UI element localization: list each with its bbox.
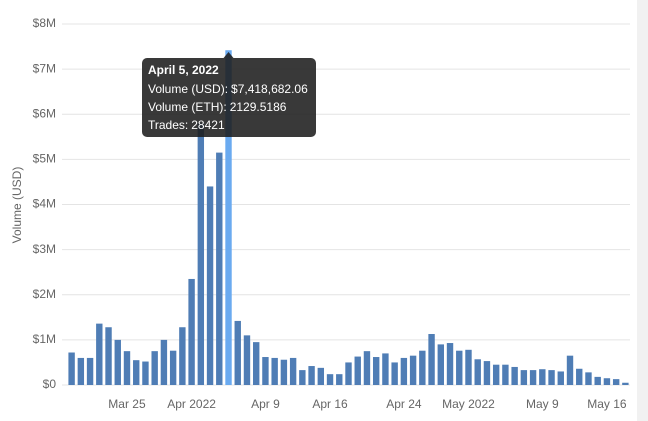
bar xyxy=(77,357,85,385)
bar xyxy=(160,339,168,385)
bar xyxy=(326,374,334,385)
bar xyxy=(363,351,371,385)
bar xyxy=(123,351,131,385)
bar xyxy=(539,369,546,385)
x-tick-label: Apr 24 xyxy=(386,397,422,411)
bar xyxy=(188,278,195,385)
bar xyxy=(197,123,205,386)
tooltip-value: $7,418,682.06 xyxy=(231,82,308,96)
tooltip-label: Volume (USD): xyxy=(148,82,228,96)
bar xyxy=(419,350,426,385)
bar xyxy=(548,370,555,385)
x-tick-label: Apr 2022 xyxy=(167,397,216,411)
bar xyxy=(289,357,297,385)
bar xyxy=(492,364,500,385)
y-tick-label: $4M xyxy=(33,197,56,211)
bar xyxy=(400,357,408,385)
bar xyxy=(68,352,75,385)
bar xyxy=(299,370,306,385)
y-tick-label: $1M xyxy=(33,332,56,346)
y-tick-label: $8M xyxy=(33,16,56,30)
bar xyxy=(262,357,269,385)
bar xyxy=(243,335,251,385)
x-tick-label: May 9 xyxy=(526,397,559,411)
tooltip-value: 28421 xyxy=(191,118,225,132)
bar xyxy=(86,357,94,385)
tooltip-title: April 5, 2022 xyxy=(148,63,219,77)
bar xyxy=(271,357,278,385)
bar xyxy=(502,364,509,385)
bar xyxy=(594,376,601,385)
tooltip-box xyxy=(142,58,316,137)
bar xyxy=(474,359,481,385)
bar xyxy=(391,362,398,385)
scroll-track xyxy=(637,0,648,421)
y-tick-label: $2M xyxy=(33,287,56,301)
bar xyxy=(216,152,223,385)
x-tick-label: May 16 xyxy=(587,397,627,411)
y-tick-label: $0 xyxy=(43,377,57,391)
x-tick-label: May 2022 xyxy=(442,397,495,411)
y-axis-label: Volume (USD) xyxy=(10,167,24,244)
bar xyxy=(96,323,103,385)
tooltip-label: Trades: xyxy=(148,118,188,132)
bar xyxy=(566,355,574,385)
bar xyxy=(336,374,343,385)
bar xyxy=(372,357,380,385)
tooltip: April 5, 2022 Volume (USD): $7,418,682.06 V… xyxy=(142,52,316,137)
x-tick-label: Mar 25 xyxy=(108,397,146,411)
bar xyxy=(354,356,361,385)
bar xyxy=(585,372,592,385)
bar xyxy=(409,355,417,385)
y-tick-label: $7M xyxy=(33,61,56,75)
bar xyxy=(225,50,232,386)
tooltip-value: 2129.5186 xyxy=(230,100,287,114)
bar xyxy=(169,350,177,385)
bar xyxy=(529,370,537,385)
bar xyxy=(428,334,435,385)
bar xyxy=(622,382,629,385)
bar xyxy=(142,361,149,385)
bar xyxy=(612,379,620,385)
tooltip-pointer xyxy=(223,52,234,58)
bar xyxy=(456,350,463,385)
bar xyxy=(234,320,241,385)
bar xyxy=(308,366,315,385)
bar xyxy=(105,327,112,385)
bar xyxy=(603,378,611,385)
bar xyxy=(133,360,140,385)
x-tick-label: Apr 9 xyxy=(251,397,280,411)
bar xyxy=(437,344,444,385)
bar xyxy=(576,368,583,385)
tooltip-label: Volume (ETH): xyxy=(148,100,227,114)
bar xyxy=(151,351,158,385)
bar xyxy=(179,327,186,385)
bar xyxy=(483,361,491,385)
bar xyxy=(253,342,260,385)
bar xyxy=(345,362,352,385)
bar xyxy=(114,339,121,385)
bar xyxy=(557,371,564,385)
bar xyxy=(382,353,389,385)
y-tick-label: $5M xyxy=(33,152,56,166)
y-tick-label: $3M xyxy=(33,242,56,256)
bar xyxy=(520,370,528,385)
bar xyxy=(280,359,288,385)
y-tick-label: $6M xyxy=(33,106,56,120)
bar xyxy=(317,367,325,385)
bar xyxy=(446,343,454,385)
bar xyxy=(465,349,472,385)
bar xyxy=(206,186,214,385)
bar xyxy=(511,366,518,385)
x-tick-label: Apr 16 xyxy=(312,397,348,411)
